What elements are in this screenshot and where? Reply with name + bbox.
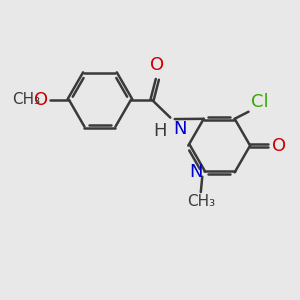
Text: H: H [153,122,167,140]
Text: N: N [173,120,187,138]
Text: Cl: Cl [251,93,268,111]
Text: O: O [272,136,286,154]
Text: O: O [150,56,164,74]
Text: CH₃: CH₃ [12,92,40,107]
Text: CH₃: CH₃ [187,194,215,208]
Text: O: O [34,91,48,109]
Text: N: N [189,164,202,181]
